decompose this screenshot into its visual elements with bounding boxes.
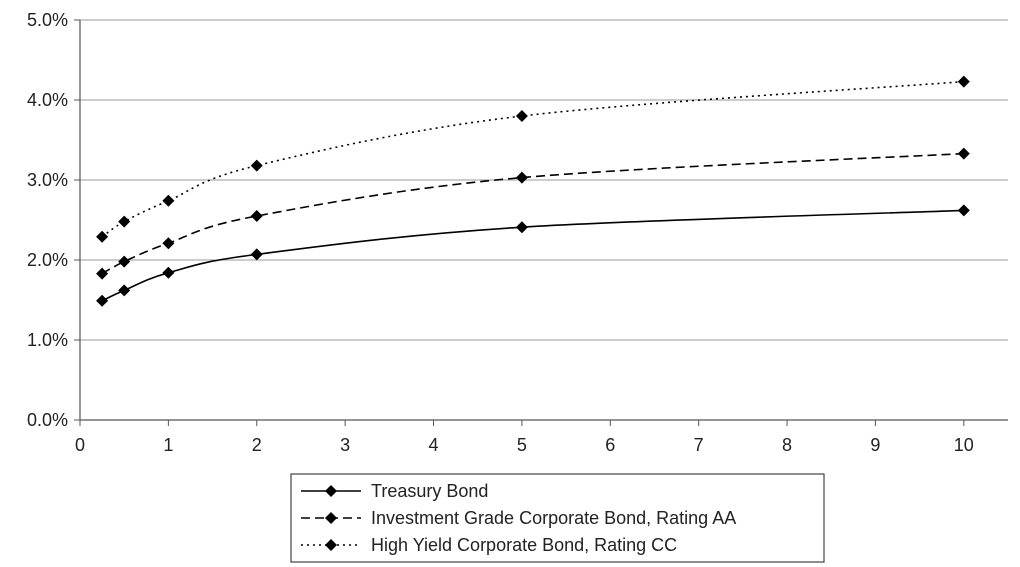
x-tick-label: 1: [163, 435, 173, 455]
y-tick-label: 2.0%: [27, 250, 68, 270]
data-point: [96, 267, 109, 280]
legend-box: [290, 473, 825, 563]
data-point: [515, 221, 528, 234]
data-point: [162, 194, 175, 207]
data-point: [957, 204, 970, 217]
legend-marker: [325, 539, 337, 551]
series-lines: [101, 80, 964, 302]
x-tick-label: 7: [694, 435, 704, 455]
y-tick-label: 5.0%: [27, 10, 68, 30]
x-axis-tick-labels: 0 1 2 3 4 5 6 7 8 9 10: [75, 435, 974, 455]
data-point: [118, 284, 131, 297]
legend-label: Treasury Bond: [371, 481, 488, 501]
data-point: [162, 237, 175, 250]
legend-label: High Yield Corporate Bond, Rating CC: [371, 535, 677, 555]
data-point: [957, 147, 970, 160]
x-tick-label: 10: [954, 435, 974, 455]
x-tick-label: 5: [517, 435, 527, 455]
x-tick-label: 3: [340, 435, 350, 455]
y-axis-tick-labels: 0.0% 1.0% 2.0% 3.0% 4.0% 5.0%: [27, 10, 68, 430]
data-point: [118, 215, 131, 228]
data-point: [515, 110, 528, 122]
data-point: [96, 294, 109, 307]
data-point: [162, 266, 175, 279]
series-markers: [96, 75, 970, 307]
x-tick-label: 0: [75, 435, 85, 455]
data-point: [250, 210, 263, 222]
data-point: [96, 230, 109, 243]
x-tick-label: 4: [429, 435, 439, 455]
series-line-2: [101, 152, 964, 275]
data-point: [515, 171, 528, 184]
data-point: [957, 75, 970, 88]
series-line-1: [101, 209, 964, 302]
data-point: [118, 255, 131, 268]
y-tick-label: 0.0%: [27, 410, 68, 430]
data-point: [250, 248, 263, 261]
x-tick-label: 9: [870, 435, 880, 455]
y-tick-label: 3.0%: [27, 170, 68, 190]
x-tick-label: 2: [252, 435, 262, 455]
y-tick-label: 4.0%: [27, 90, 68, 110]
x-tick-label: 8: [782, 435, 792, 455]
data-point: [250, 159, 263, 172]
series-line-3: [101, 80, 964, 238]
x-tick-label: 6: [605, 435, 615, 455]
legend-marker: [325, 512, 337, 524]
y-tick-label: 1.0%: [27, 330, 68, 350]
gridlines: [80, 19, 1008, 341]
axes: [74, 19, 1008, 426]
legend: Treasury Bond Investment Grade Corporate …: [290, 473, 825, 563]
legend-label: Investment Grade Corporate Bond, Rating …: [371, 508, 736, 528]
legend-marker: [325, 485, 337, 497]
